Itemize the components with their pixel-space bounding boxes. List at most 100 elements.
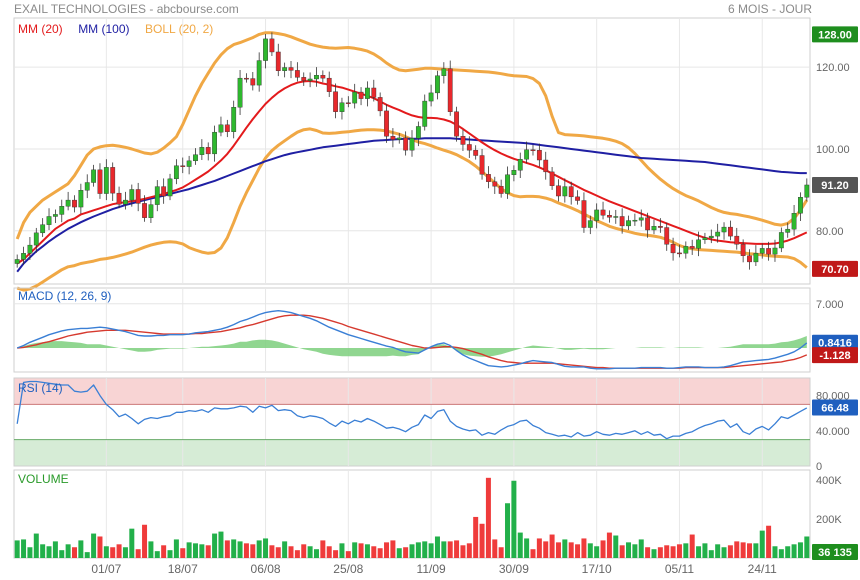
candle-body <box>27 244 33 254</box>
candle-body <box>715 231 721 237</box>
candle-body <box>205 147 211 155</box>
candle-body <box>59 206 65 215</box>
volume-bar <box>288 546 294 558</box>
candle-body <box>199 147 205 155</box>
candle-body <box>135 189 141 204</box>
volume-bar <box>110 547 116 558</box>
candle-body <box>747 255 752 263</box>
candle-body <box>103 167 109 194</box>
x-tick-label: 11/09 <box>417 562 446 576</box>
candle-body <box>396 137 402 140</box>
rsi-legend: RSI (14) <box>18 381 63 395</box>
chart-title: EXAIL TECHNOLOGIES - abcbourse.com <box>14 2 239 16</box>
candle-body <box>46 216 52 225</box>
macd-signal-line <box>17 314 808 369</box>
candle-body <box>728 226 733 237</box>
volume-bar <box>759 530 765 558</box>
candle-body <box>250 78 256 86</box>
volume-bar <box>307 546 313 558</box>
volume-bar <box>734 541 740 558</box>
volume-bar <box>702 543 708 558</box>
candle-body <box>702 237 708 241</box>
candle-body <box>148 204 154 218</box>
candle-body <box>65 199 71 207</box>
volume-bar <box>192 543 198 558</box>
candle-body <box>473 149 479 156</box>
candle-body <box>492 181 498 187</box>
candle-body <box>409 138 415 151</box>
price-panel-frame <box>13 17 811 285</box>
rsi-line <box>16 380 808 440</box>
bollinger-upper-band <box>15 31 809 240</box>
candle-body <box>294 70 300 78</box>
candle-body <box>657 226 663 228</box>
volume-bar <box>568 542 574 558</box>
y-tick-label: 200K <box>816 514 842 526</box>
volume-bar <box>52 541 58 558</box>
candle-body <box>683 246 689 254</box>
candle-body <box>753 253 759 263</box>
macd-badge-label: 0.8416 <box>818 338 852 350</box>
candle-body <box>460 136 466 145</box>
volume-bar <box>148 541 154 558</box>
volume-bar <box>422 541 428 558</box>
volume-bar <box>606 532 612 558</box>
volume-bar <box>65 544 71 558</box>
volume-bar <box>543 541 549 558</box>
candle-body <box>804 184 810 198</box>
candle-body <box>14 259 20 264</box>
volume-bar <box>791 544 797 558</box>
volume-bar <box>626 542 632 558</box>
candle-body <box>142 203 147 218</box>
volume-bar <box>377 548 383 558</box>
candle-body <box>33 232 39 246</box>
macd-legend: MACD (12, 26, 9) <box>18 289 111 303</box>
candle-body <box>422 100 428 127</box>
candle-body <box>320 75 326 79</box>
volume-bar <box>173 539 179 558</box>
candle-body <box>435 75 440 94</box>
volume-bar <box>231 539 237 558</box>
volume-bar <box>154 551 160 558</box>
candle-body <box>78 190 84 208</box>
candle-body <box>339 102 345 112</box>
volume-bar <box>122 547 128 558</box>
volume-bar <box>78 540 84 558</box>
candle-body <box>549 171 555 186</box>
volume-bar <box>263 538 269 558</box>
volume-bar <box>91 533 97 558</box>
candle-body <box>645 217 651 231</box>
candle-body <box>116 192 122 205</box>
volume-bar <box>326 546 332 558</box>
rsi-badge-label: 66.48 <box>821 402 849 414</box>
candle-body <box>180 165 186 167</box>
candle-body <box>173 165 179 180</box>
volume-bar <box>747 543 753 558</box>
candle-body <box>307 78 313 81</box>
volume-bar <box>256 540 262 558</box>
volume-bar <box>778 549 784 558</box>
volume-bar <box>727 545 733 558</box>
volume-bar <box>358 543 364 558</box>
candle-body <box>161 186 167 197</box>
volume-bar <box>575 544 581 558</box>
volume-bar <box>492 539 498 558</box>
volume-bar <box>224 540 230 558</box>
volume-bar <box>498 547 504 558</box>
volume-bar <box>396 548 402 558</box>
candle-body <box>256 60 262 86</box>
volume-bar <box>683 543 689 558</box>
candle-body <box>581 200 587 228</box>
candle-body <box>785 228 791 233</box>
volume-bar <box>549 534 555 558</box>
volume-bar <box>511 480 517 558</box>
candle-body <box>415 126 421 139</box>
candle-body <box>352 91 358 104</box>
price-badge-label: 91.20 <box>821 180 849 192</box>
candle-body <box>72 199 77 208</box>
volume-bar <box>740 542 746 558</box>
candle-body <box>314 75 319 80</box>
y-tick-label: 400K <box>816 475 842 487</box>
y-tick-label: 40.000 <box>816 426 850 438</box>
